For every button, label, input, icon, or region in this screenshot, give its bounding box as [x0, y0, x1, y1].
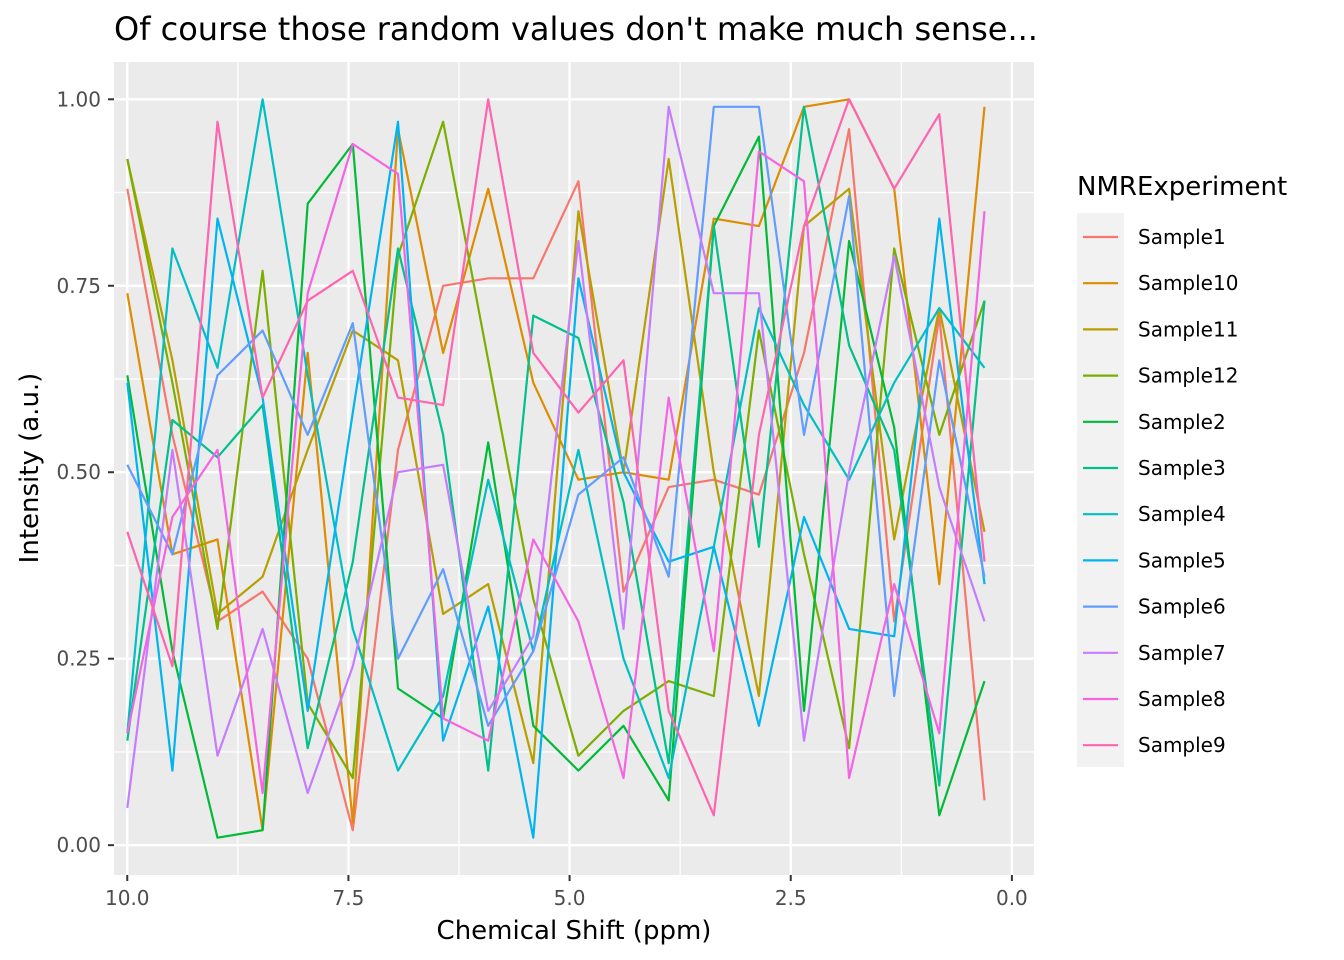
series-line-sample6: [126, 105, 986, 727]
y-axis: 0.00 0.25 0.50 0.75 1.00: [56, 87, 114, 857]
legend-label-sample8: Sample8: [1138, 687, 1226, 711]
series-line-sample2: [126, 135, 986, 839]
series-line-sample8: [126, 142, 986, 795]
series-line-sample3: [126, 105, 986, 787]
series-line-sample12: [126, 120, 986, 780]
x-tick-label: 5.0: [554, 886, 586, 910]
y-tick-label: 1.00: [56, 87, 101, 111]
legend-label-sample7: Sample7: [1138, 641, 1226, 665]
legend-label-sample1: Sample1: [1138, 225, 1226, 249]
legend-label-sample12: Sample12: [1138, 364, 1238, 388]
legend-key-background: [1077, 213, 1124, 767]
series-lines: [126, 98, 986, 839]
legend-items: Sample1 Sample10 Sample11 Sample12 Sample2 Sa…: [1083, 225, 1238, 757]
legend: NMRExperiment Sample1Sample10Sample11Sam…: [1077, 172, 1287, 767]
y-tick-label: 0.00: [56, 833, 101, 857]
x-tick-label: 7.5: [333, 886, 365, 910]
legend-label-sample3: Sample3: [1138, 456, 1226, 480]
y-tick-label: 0.25: [56, 647, 101, 671]
series-line-sample5: [126, 120, 986, 839]
x-tick-label: 0.0: [996, 886, 1028, 910]
y-tick-label: 0.50: [56, 460, 101, 484]
series-line-sample11: [126, 157, 986, 765]
series-line-sample1: [126, 128, 986, 832]
legend-title: NMRExperiment: [1077, 172, 1287, 202]
legend-label-sample2: Sample2: [1138, 410, 1226, 434]
x-tick-label: 2.5: [775, 886, 807, 910]
legend-label-sample4: Sample4: [1138, 502, 1226, 526]
legend-label-sample10: Sample10: [1138, 271, 1238, 295]
series-line-sample7: [126, 105, 986, 809]
y-axis-label: Intensity (a.u.): [15, 373, 45, 564]
legend-label-sample11: Sample11: [1138, 317, 1238, 341]
x-axis-label: Chemical Shift (ppm): [437, 916, 712, 946]
x-axis: 10.0 7.5 5.0 2.5 0.0: [105, 875, 1028, 910]
y-tick-label: 0.75: [56, 274, 101, 298]
legend-label-sample5: Sample5: [1138, 548, 1226, 572]
legend-label-sample6: Sample6: [1138, 595, 1226, 619]
legend-label-sample9: Sample9: [1138, 733, 1226, 757]
chart-title: Of course those random values don't make…: [114, 10, 1038, 48]
series-line-sample9: [126, 98, 986, 817]
x-tick-label: 10.0: [105, 886, 150, 910]
